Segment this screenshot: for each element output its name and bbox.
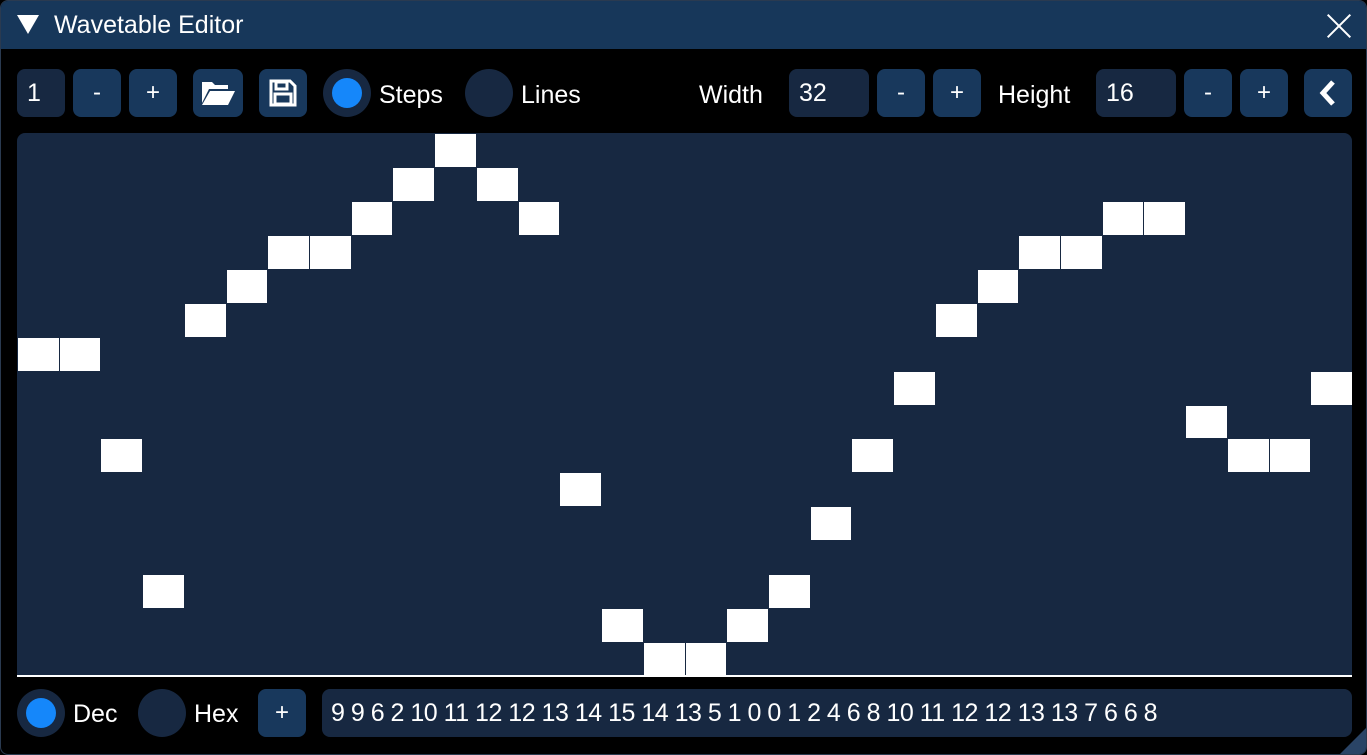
window-title: Wavetable Editor xyxy=(54,11,244,39)
hex-label: Hex xyxy=(194,700,239,728)
add-button[interactable]: + xyxy=(258,689,306,737)
steps-radio[interactable] xyxy=(323,69,371,117)
wave-step-cell[interactable] xyxy=(225,268,269,304)
folder-open-icon xyxy=(202,82,235,105)
wave-step-cell[interactable] xyxy=(601,608,644,644)
wave-step-cell[interactable] xyxy=(809,506,853,542)
wave-step-cell[interactable] xyxy=(642,642,686,676)
wave-step-cell[interactable] xyxy=(475,166,519,202)
wave-step-cell[interactable] xyxy=(309,234,352,270)
wave-step-cell[interactable] xyxy=(350,200,394,236)
resize-grip[interactable] xyxy=(1340,728,1366,754)
wave-step-cell[interactable] xyxy=(684,642,728,676)
wave-step-cell[interactable] xyxy=(58,336,102,372)
save-button[interactable] xyxy=(259,69,307,117)
dec-radio[interactable] xyxy=(17,689,65,737)
wave-step-cell[interactable] xyxy=(1185,404,1228,440)
wave-step-cell[interactable] xyxy=(434,133,477,168)
wave-grid[interactable] xyxy=(17,133,1352,676)
floppy-disk-icon xyxy=(269,79,297,107)
height-field[interactable]: 16 xyxy=(1096,69,1176,117)
wave-index-field[interactable]: 1 xyxy=(17,69,65,117)
wave-step-cell[interactable] xyxy=(17,336,60,372)
lines-label: Lines xyxy=(521,81,581,109)
height-label: Height xyxy=(998,81,1071,109)
width-decrement-button[interactable]: - xyxy=(877,69,925,117)
title-bar[interactable]: Wavetable Editor xyxy=(1,1,1366,49)
lines-radio[interactable] xyxy=(465,69,513,117)
width-increment-button[interactable]: + xyxy=(933,69,981,117)
open-button[interactable] xyxy=(193,69,243,117)
index-decrement-button[interactable]: - xyxy=(73,69,121,117)
grid-baseline xyxy=(17,675,1352,677)
wave-step-cell[interactable] xyxy=(1226,438,1270,474)
wave-step-cell[interactable] xyxy=(934,302,978,338)
wave-step-cell[interactable] xyxy=(1143,200,1187,236)
wave-step-cell[interactable] xyxy=(893,370,936,406)
wave-values-field[interactable]: 9 9 6 2 10 11 12 12 13 14 15 14 13 5 1 0… xyxy=(322,689,1352,737)
wave-step-cell[interactable] xyxy=(559,472,603,508)
wave-step-cell[interactable] xyxy=(1310,370,1352,406)
width-field[interactable]: 32 xyxy=(789,69,869,117)
wave-step-cell[interactable] xyxy=(1059,234,1103,270)
dec-label: Dec xyxy=(73,700,118,728)
chevron-left-icon xyxy=(1319,80,1335,106)
wave-step-cell[interactable] xyxy=(726,608,769,644)
collapse-panel-button[interactable] xyxy=(1304,69,1352,117)
width-label: Width xyxy=(699,81,763,109)
wave-step-cell[interactable] xyxy=(851,438,895,474)
wave-step-cell[interactable] xyxy=(267,234,311,270)
wave-step-cell[interactable] xyxy=(100,438,144,474)
wave-step-cell[interactable] xyxy=(1018,234,1061,270)
wave-step-cell[interactable] xyxy=(183,302,227,338)
wave-step-cell[interactable] xyxy=(392,166,436,202)
index-increment-button[interactable]: + xyxy=(129,69,177,117)
wave-step-cell[interactable] xyxy=(142,574,185,610)
height-decrement-button[interactable]: - xyxy=(1184,69,1232,117)
wave-step-cell[interactable] xyxy=(976,268,1020,304)
steps-label: Steps xyxy=(379,81,443,109)
height-increment-button[interactable]: + xyxy=(1240,69,1288,117)
wave-step-cell[interactable] xyxy=(1101,200,1145,236)
close-icon[interactable] xyxy=(1326,13,1352,39)
triangle-down-icon[interactable] xyxy=(17,15,39,34)
wave-step-cell[interactable] xyxy=(1268,438,1312,474)
hex-radio[interactable] xyxy=(138,689,186,737)
wave-step-cell[interactable] xyxy=(767,574,811,610)
wave-step-cell[interactable] xyxy=(517,200,561,236)
